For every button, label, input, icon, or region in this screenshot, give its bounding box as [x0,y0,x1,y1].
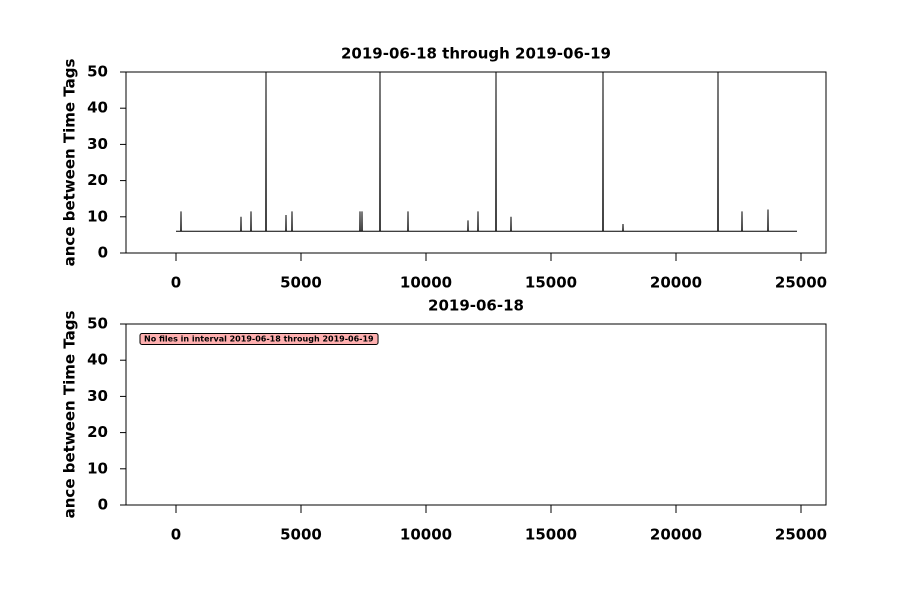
plot-frame [125,323,827,506]
y-axis-label: ance between Time Tags [61,311,79,519]
plot-frame [125,71,827,254]
y-tick-label: 20 [87,171,108,189]
x-tick-label: 0 [171,274,181,292]
annotation-text: No files in interval 2019-06-18 through … [144,335,374,344]
y-axis-label: ance between Time Tags [61,59,79,267]
x-tick-label: 5000 [280,526,322,544]
x-tick-label: 25000 [775,274,827,292]
x-tick-label: 0 [171,526,181,544]
data-line [176,71,797,232]
y-tick-label: 10 [87,459,108,477]
chart-title: 2019-06-18 [428,297,524,315]
x-tick-label: 15000 [525,274,577,292]
x-tick-label: 15000 [525,526,577,544]
x-tick-label: 25000 [775,526,827,544]
y-tick-label: 30 [87,387,108,405]
x-tick-label: 20000 [650,526,702,544]
annotation-box [139,333,379,345]
y-tick-label: 10 [87,207,108,225]
x-tick-label: 10000 [400,526,452,544]
y-tick-label: 30 [87,135,108,153]
y-tick-label: 40 [87,99,108,117]
y-tick-label: 0 [98,496,108,514]
y-tick-label: 0 [98,244,108,262]
x-tick-label: 20000 [650,274,702,292]
chart-title: 2019-06-18 through 2019-06-19 [341,45,611,63]
y-tick-label: 20 [87,423,108,441]
y-tick-label: 50 [87,315,108,333]
x-tick-label: 10000 [400,274,452,292]
y-tick-label: 40 [87,351,108,369]
x-tick-label: 5000 [280,274,322,292]
y-tick-label: 50 [87,63,108,81]
